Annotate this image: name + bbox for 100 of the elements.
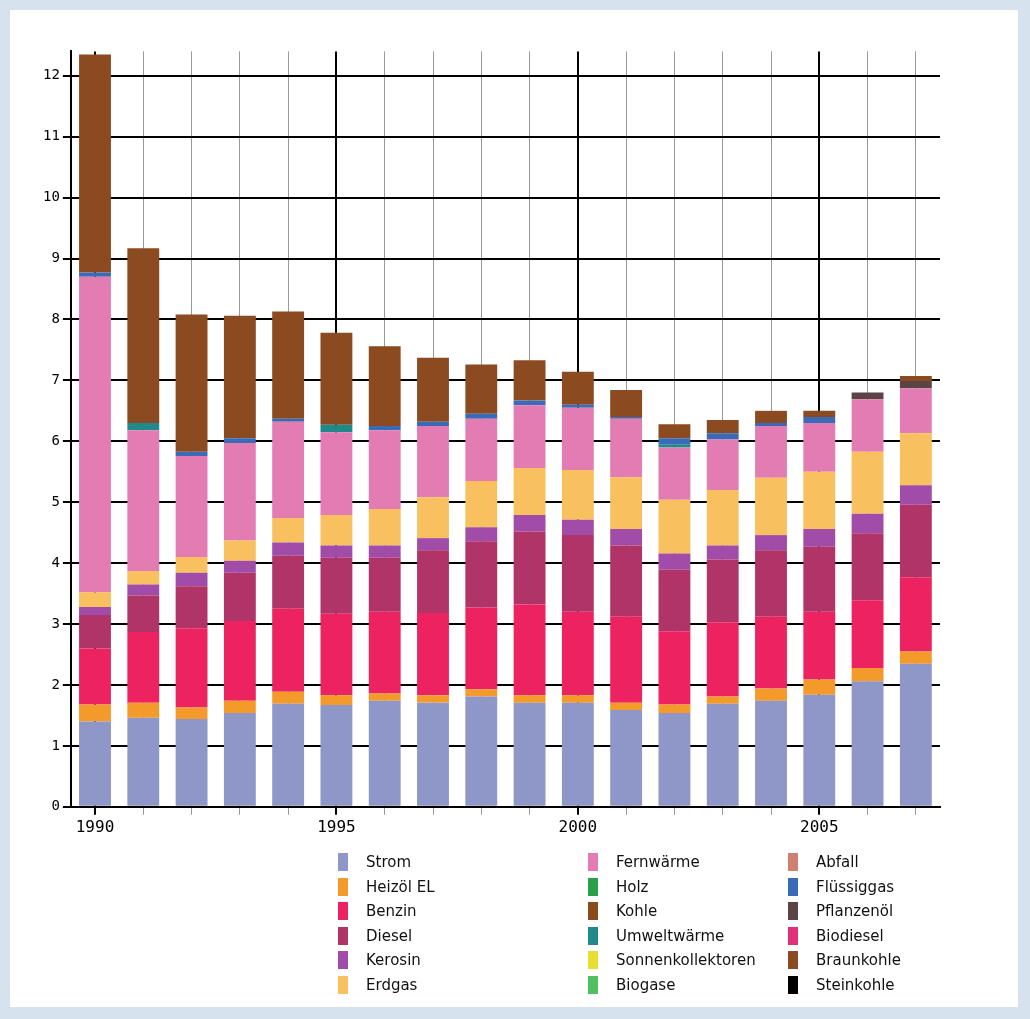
bar [417, 550, 449, 614]
bar [127, 430, 160, 572]
bar [899, 433, 932, 486]
bar [175, 719, 208, 806]
bar [127, 595, 160, 632]
y-tick-label: 8 [51, 310, 60, 327]
y-tick-label: 10 [43, 188, 60, 205]
bar [755, 616, 787, 689]
bar [417, 695, 449, 703]
bar [803, 410, 836, 417]
bar [417, 357, 449, 422]
bar [658, 499, 691, 554]
bar [175, 628, 208, 708]
bar [417, 421, 449, 427]
bar [223, 700, 256, 713]
legend-label: Steinkohle [816, 975, 895, 994]
bar [851, 600, 884, 668]
bar [851, 513, 884, 534]
bar [803, 611, 836, 680]
bar [320, 424, 353, 433]
bar [127, 423, 160, 431]
bar [561, 611, 594, 696]
bar [368, 693, 401, 701]
bar [610, 418, 643, 478]
bar [79, 614, 111, 649]
legend-label: Benzin [366, 902, 417, 921]
bar [658, 569, 691, 632]
bar [127, 631, 160, 703]
bar [368, 557, 401, 612]
bar [899, 651, 932, 664]
x-tick-label: 1995 [317, 816, 356, 836]
legend-label: Erdgas [366, 975, 418, 994]
bar [899, 663, 932, 806]
bar [465, 689, 498, 697]
bar [272, 542, 305, 556]
bar [803, 679, 836, 695]
bar [803, 529, 836, 547]
bar [127, 571, 160, 585]
bar [658, 631, 691, 705]
bar [368, 430, 401, 509]
bar [223, 315, 256, 439]
bar [513, 604, 546, 696]
bar [223, 540, 256, 561]
bar [465, 527, 498, 542]
bar [755, 700, 787, 806]
bar [79, 592, 111, 607]
bar [272, 555, 305, 609]
y-tick-label: 2 [51, 675, 60, 692]
y-tick-label: 5 [51, 492, 60, 509]
bar [272, 421, 305, 519]
bar [320, 515, 353, 546]
legend-label: Kohle [616, 902, 658, 921]
bar [706, 703, 739, 806]
bar [803, 416, 836, 424]
bar [803, 546, 836, 612]
legend-label: Fernwärme [616, 853, 700, 872]
bar [610, 709, 643, 806]
bar [175, 455, 208, 558]
bar [755, 477, 787, 536]
bar [465, 480, 498, 528]
bar [513, 405, 546, 469]
bar [706, 696, 739, 704]
bar [223, 621, 256, 701]
bar [272, 518, 305, 543]
bar [79, 606, 111, 615]
bar [175, 451, 208, 456]
bar [320, 705, 353, 806]
bar [417, 702, 449, 806]
bar [610, 477, 643, 530]
y-tick-label: 1 [51, 736, 60, 753]
bar [899, 376, 932, 381]
bar [320, 695, 353, 706]
bar [561, 404, 594, 408]
bar [561, 469, 594, 520]
bar [127, 702, 160, 718]
bar [175, 572, 208, 587]
bar [513, 695, 546, 703]
bar [175, 557, 208, 573]
bar [417, 426, 449, 498]
legend-label: Heizöl EL [366, 877, 435, 896]
bar [223, 443, 256, 541]
y-tick-label: 11 [43, 127, 60, 144]
bar [755, 410, 787, 424]
bar [755, 423, 787, 427]
bar [513, 531, 546, 605]
bar [417, 538, 449, 551]
bar [465, 607, 498, 690]
bar [610, 545, 643, 617]
bar [561, 702, 594, 806]
bar [851, 533, 884, 601]
bar [899, 380, 932, 389]
legend-label: Abfall [816, 853, 859, 872]
legend-label: Pflanzenöl [816, 902, 894, 921]
bar [899, 504, 932, 578]
bar [272, 703, 305, 806]
bar [320, 613, 353, 696]
bar [513, 468, 546, 515]
bar [706, 490, 739, 546]
bar [899, 388, 932, 434]
bar [175, 707, 208, 720]
